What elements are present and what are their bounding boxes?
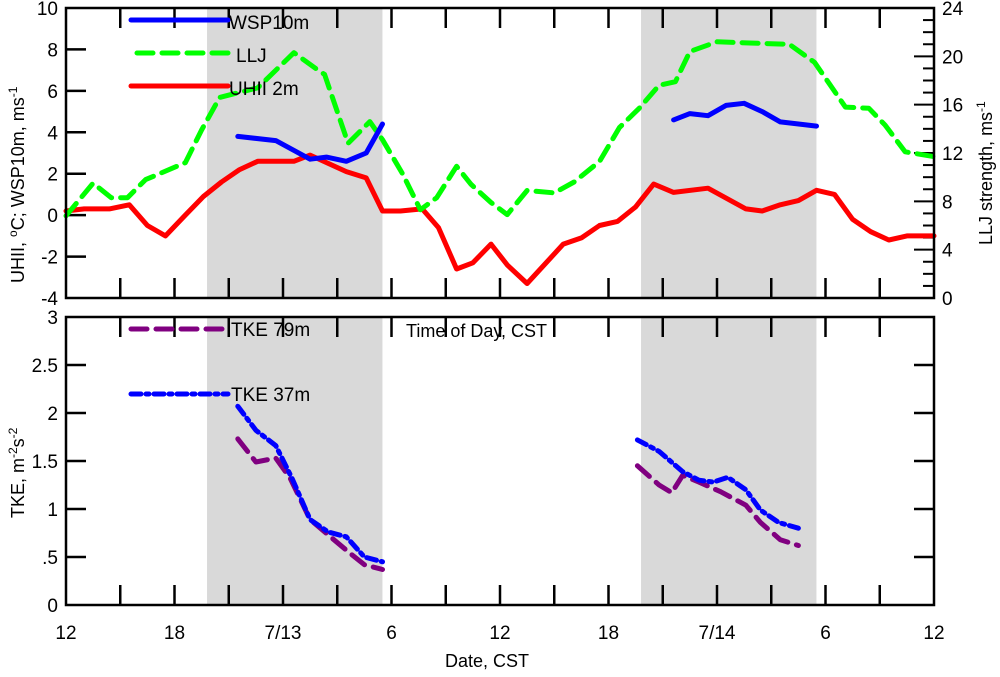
bottom-ytick-label: 2 xyxy=(47,404,58,425)
bottom-tke-79m-line-1 xyxy=(634,463,801,548)
series-lines xyxy=(63,39,937,572)
bottom-night-shade-0 xyxy=(207,317,383,605)
xtick-label: 18 xyxy=(164,623,185,644)
top-panel-frame xyxy=(64,6,936,300)
bottom-ytick-label: 1.5 xyxy=(32,452,58,473)
top-left-ytick-label: -4 xyxy=(41,289,58,310)
bottom-ytick-label: 2.5 xyxy=(32,356,58,377)
x-axis-title: Date, CST xyxy=(445,651,529,671)
top-right-ytick-label: 16 xyxy=(942,96,963,117)
top-llj-line-0 xyxy=(63,39,937,219)
legend-label-wsp10m: WSP10m xyxy=(229,13,309,34)
top-right-ytick-label: 20 xyxy=(942,47,963,68)
ylabel-right-part-a: LLJ strength, ms xyxy=(976,112,996,245)
tke-ylabel-sup-1: -2 xyxy=(6,447,20,458)
legend-label-uhii: UHII 2m xyxy=(229,79,299,100)
ylabel-right-sup: -1 xyxy=(974,101,988,112)
top-right-y-axis-title: LLJ strength, ms-1 xyxy=(974,101,996,245)
xtick-label: 7/14 xyxy=(699,623,736,644)
bottom-tke-37m-line-0 xyxy=(235,403,385,565)
time-of-day-annotation: Time of Day, CST xyxy=(406,321,547,341)
top-left-ytick-label: 4 xyxy=(47,123,58,144)
top-uhii-2m-line-0 xyxy=(63,152,937,286)
axis-ticks xyxy=(66,8,934,605)
bottom-ytick-label: 3 xyxy=(47,308,58,329)
xtick-label: 6 xyxy=(386,623,397,644)
legend-label-tke79: TKE 79m xyxy=(231,320,310,341)
ylabel-part-b: C; WSP10m, ms xyxy=(8,97,28,230)
bottom-tke-37m-line-1 xyxy=(634,437,801,531)
top-left-ytick-label: 10 xyxy=(37,0,58,20)
top-left-ytick-label: 0 xyxy=(47,206,58,227)
top-night-shade-1 xyxy=(641,8,817,298)
legend-label-llj: LLJ xyxy=(236,46,267,67)
xtick-label: 7/13 xyxy=(265,623,302,644)
bottom-tke-79m-line-0 xyxy=(235,436,385,572)
top-right-ytick-label: 24 xyxy=(942,0,964,20)
ylabel-part-a: UHII, xyxy=(8,237,28,283)
top-left-ytick-label: 6 xyxy=(47,82,58,103)
top-left-ytick-label: -2 xyxy=(41,248,58,269)
top-left-ytick-label: 2 xyxy=(47,165,58,186)
top-wsp10m-line-1 xyxy=(671,100,819,129)
ylabel-sup-2: -1 xyxy=(6,86,20,97)
xtick-label: 12 xyxy=(55,623,76,644)
bottom-panel-frame xyxy=(64,315,936,607)
bottom-ytick-label: 0 xyxy=(47,596,58,617)
xtick-label: 12 xyxy=(489,623,510,644)
top-right-ytick-label: 0 xyxy=(942,289,953,310)
top-right-ytick-label: 12 xyxy=(942,144,963,165)
xtick-label: 12 xyxy=(923,623,944,644)
tke-ylabel-sup-2: -2 xyxy=(6,427,20,438)
top-wsp10m-line-0 xyxy=(235,121,385,164)
top-left-y-axis-title: UHII, oC; WSP10m, ms-1 xyxy=(6,86,28,283)
legend-label-tke37: TKE 37m xyxy=(231,385,310,406)
xtick-label: 18 xyxy=(598,623,619,644)
legends xyxy=(128,17,231,397)
top-left-ytick-label: 8 xyxy=(47,40,58,61)
bottom-ytick-label: .5 xyxy=(42,548,58,569)
bottom-y-axis-title: TKE, m-2s-2 xyxy=(6,427,28,518)
xtick-label: 6 xyxy=(820,623,831,644)
ylabel-sup-1: o xyxy=(6,230,20,237)
tke-ylabel-part-b: s xyxy=(8,438,28,447)
top-right-ytick-label: 8 xyxy=(942,192,953,213)
bottom-ytick-label: 1 xyxy=(47,500,58,521)
top-right-ytick-label: 4 xyxy=(942,241,953,262)
night-shading xyxy=(207,8,817,605)
tke-ylabel-part-a: TKE, m xyxy=(8,458,28,518)
